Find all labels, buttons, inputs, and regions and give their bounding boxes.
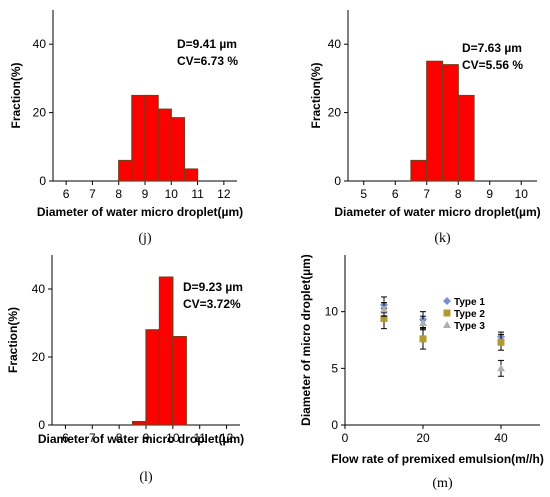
x-tick-label: 8 <box>115 187 122 201</box>
x-tick-label: 9 <box>486 187 493 201</box>
x-tick-label: 10 <box>165 187 179 201</box>
data-point <box>419 319 427 326</box>
annotation-text: D=7.63 µm <box>462 41 522 55</box>
y-axis-title: Fraction(%) <box>6 307 20 373</box>
x-tick-label: 6 <box>392 187 399 201</box>
legend-label: Type 1 <box>454 297 485 308</box>
x-axis-title: Flow rate of premixed emulsion(m//h) <box>331 452 544 466</box>
x-tick-label: 8 <box>455 187 462 201</box>
x-tick-label: 12 <box>217 187 231 201</box>
x-tick-label: 7 <box>423 187 430 201</box>
y-axis-title: Fraction(%) <box>9 62 23 128</box>
x-tick-label: 0 <box>342 431 349 445</box>
x-tick-label: 7 <box>89 187 96 201</box>
histogram-bar <box>441 64 459 182</box>
histogram-bar <box>426 60 444 182</box>
legend-marker <box>443 309 451 317</box>
x-tick-label: 40 <box>494 431 508 445</box>
data-point <box>497 338 505 346</box>
legend-label: Type 3 <box>454 321 485 332</box>
histogram-bar <box>157 108 172 182</box>
x-tick-label: 5 <box>360 187 367 201</box>
histogram-bar <box>170 117 186 182</box>
y-tick-label: 10 <box>325 305 339 319</box>
x-tick-label: 10 <box>166 431 180 445</box>
x-tick-label: 6 <box>62 431 69 445</box>
x-tick-label: 9 <box>142 187 149 201</box>
y-tick-label: 5 <box>331 361 338 375</box>
panel-l: 0 20 40 6 7 8 9 10 11 12 Fraction(%) Diameter of wa… <box>6 255 244 485</box>
histogram-bar <box>131 421 147 426</box>
histogram-bar <box>183 168 199 182</box>
annotation-text: CV=3.72% <box>183 297 241 311</box>
data-point <box>380 305 388 313</box>
y-tick-label: 20 <box>328 106 342 120</box>
y-tick-label: 40 <box>33 37 47 51</box>
x-axis-title: Diameter of water micro droplet(µm) <box>334 205 540 219</box>
x-tick-label: 6 <box>63 187 70 201</box>
x-tick-label: 12 <box>220 431 234 445</box>
panel-m: 0 5 10 0 20 40 Diameter of micro droplet(µm) Fl… <box>299 254 544 491</box>
legend-marker <box>443 297 451 305</box>
histogram-bar <box>172 336 187 426</box>
y-tick-label: 0 <box>331 418 338 432</box>
histogram-bar <box>144 94 159 182</box>
panel-k: 0 20 40 5 6 7 8 9 10 Fraction(%) Diameter of water… <box>309 10 541 246</box>
y-tick-label: 20 <box>32 350 46 364</box>
data-point <box>419 335 427 343</box>
y-axis-title: Diameter of micro droplet(µm) <box>299 254 313 426</box>
y-tick-label: 20 <box>33 106 47 120</box>
x-tick-label: 10 <box>515 187 529 201</box>
panel-label: (j) <box>138 231 152 246</box>
panel-label: (m) <box>432 476 453 491</box>
annotation-text: CV=5.56 % <box>462 58 523 72</box>
panel-label: (k) <box>434 231 451 246</box>
legend-label: Type 2 <box>454 309 485 320</box>
histogram-bar <box>457 94 475 182</box>
histogram-bar <box>158 276 174 426</box>
x-tick-label: 8 <box>116 431 123 445</box>
annotation-text: D=9.41 µm <box>177 37 237 51</box>
histogram-bar <box>145 329 161 426</box>
annotation-text: CV=6.73 % <box>177 54 238 68</box>
x-axis-title: Diameter of water micro droplet(µm) <box>37 205 243 219</box>
x-tick-label: 11 <box>193 431 206 445</box>
annotation-text: D=9.23 µm <box>183 280 243 294</box>
y-tick-label: 0 <box>39 174 46 188</box>
x-axis-title: Diameter of water micro droplet(µm) <box>38 432 244 446</box>
histogram-bar <box>131 94 146 182</box>
histogram-bar <box>410 159 428 182</box>
x-tick-label: 11 <box>191 187 204 201</box>
y-tick-label: 0 <box>38 418 45 432</box>
data-point <box>497 364 505 372</box>
x-tick-label: 7 <box>89 431 96 445</box>
panel-j: 0 20 40 6 7 8 9 10 11 12 Fraction(%) Diameter of wa… <box>9 10 243 246</box>
legend-marker <box>443 321 451 328</box>
data-point <box>380 314 388 322</box>
y-axis-title: Fraction(%) <box>309 62 323 128</box>
panel-label: (l) <box>139 470 153 485</box>
x-tick-label: 9 <box>143 431 150 445</box>
y-tick-label: 0 <box>334 174 341 188</box>
histogram-bar <box>118 159 133 182</box>
y-tick-label: 40 <box>32 282 46 296</box>
x-tick-label: 20 <box>416 431 430 445</box>
y-tick-label: 40 <box>328 37 342 51</box>
